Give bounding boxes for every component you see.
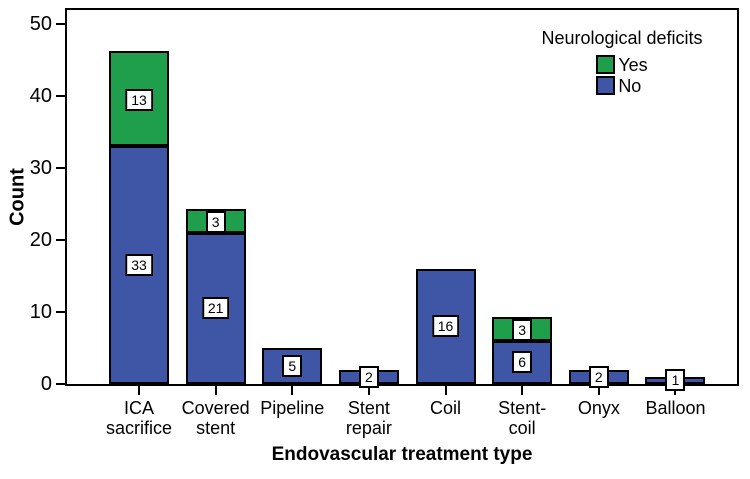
bar-segment-no bbox=[415, 268, 476, 384]
bar-value-label: 3 bbox=[512, 319, 533, 341]
x-tick-mark bbox=[597, 386, 600, 395]
x-category-label: Balloon bbox=[645, 398, 706, 418]
legend-swatch-no bbox=[596, 76, 616, 95]
legend: Neurological deficits Yes No bbox=[535, 28, 709, 100]
y-tick-mark bbox=[56, 383, 65, 385]
x-tick-mark bbox=[367, 386, 370, 395]
bar-value-label: 33 bbox=[125, 254, 153, 277]
x-category-label: Onyx bbox=[577, 398, 620, 418]
x-category-label: Coil bbox=[430, 398, 462, 418]
y-tick-mark bbox=[56, 311, 65, 313]
bar-segment-no bbox=[492, 340, 553, 384]
bar-value-label: 2 bbox=[358, 365, 379, 388]
bar-value-label: 13 bbox=[125, 88, 153, 111]
y-tick-label: 50 bbox=[29, 13, 52, 35]
x-tick-mark bbox=[521, 386, 524, 395]
legend-title: Neurological deficits bbox=[541, 28, 703, 48]
legend-entries: Yes No bbox=[596, 54, 648, 96]
legend-entry-label: No bbox=[618, 75, 642, 96]
bar-value-label: 2 bbox=[588, 365, 609, 388]
legend-swatch-yes bbox=[596, 55, 616, 74]
bar-segment-yes bbox=[109, 50, 169, 147]
bar-value-label: 1 bbox=[665, 369, 686, 392]
y-tick-mark bbox=[56, 23, 65, 25]
legend-entry-yes: Yes bbox=[596, 54, 648, 75]
bar-value-label: 6 bbox=[512, 351, 533, 374]
bar-value-label: 3 bbox=[205, 211, 226, 233]
y-tick-mark bbox=[56, 239, 65, 241]
x-category-label: Stent-coil bbox=[498, 398, 547, 438]
y-tick-label: 30 bbox=[29, 157, 52, 179]
y-tick-label: 40 bbox=[29, 85, 52, 107]
y-tick-label: 0 bbox=[40, 373, 52, 395]
x-category-label: Pipeline bbox=[260, 398, 325, 418]
x-category-label: Stent repair bbox=[345, 398, 392, 438]
x-tick-mark bbox=[291, 386, 294, 395]
x-axis-title: Endovascular treatment type bbox=[271, 444, 533, 465]
legend-entry-label: Yes bbox=[618, 54, 648, 75]
legend-entry-no: No bbox=[596, 75, 647, 96]
x-category-label: ICA sacrifice bbox=[105, 398, 173, 438]
x-tick-mark bbox=[444, 386, 447, 395]
x-tick-mark bbox=[214, 386, 217, 395]
x-category-label: Covered stent bbox=[181, 398, 250, 438]
bar-value-label: 21 bbox=[201, 297, 230, 320]
y-tick-mark bbox=[56, 167, 65, 169]
plot-area: 33 13 21 3 5 2 16 6 3 2 1 Neurological deficits Ye… bbox=[65, 8, 739, 392]
y-tick-label: 10 bbox=[29, 301, 52, 323]
x-tick-mark bbox=[138, 386, 140, 395]
y-tick-label: 20 bbox=[29, 229, 52, 251]
bar-value-label: 5 bbox=[282, 355, 303, 377]
y-tick-mark bbox=[56, 95, 65, 97]
bar-value-label: 16 bbox=[431, 315, 460, 338]
